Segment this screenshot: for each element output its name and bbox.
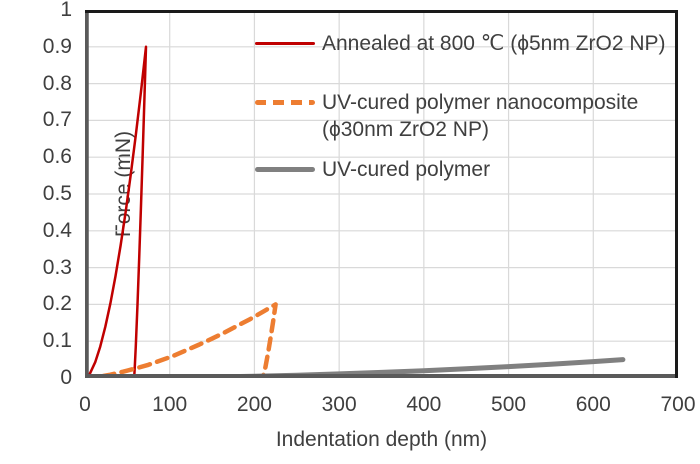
y-tick-label-0.2: 0.2	[42, 292, 72, 316]
legend-swatch-gray-line	[255, 167, 315, 172]
legend-item-nanocomposite: UV-cured polymer nanocomposite (ϕ30nm Zr…	[255, 89, 638, 143]
legend-label-nanocomposite-line2: (ϕ30nm ZrO2 NP)	[322, 118, 489, 141]
y-tick-label-0.5: 0.5	[42, 182, 72, 205]
x-tick-label-0: 0	[79, 393, 91, 416]
legend-label-annealed: Annealed at 800 ℃ (ϕ5nm ZrO2 NP)	[322, 32, 666, 55]
legend-item-polymer: UV-cured polymer	[255, 156, 490, 183]
x-tick-label-300: 300	[321, 393, 357, 416]
y-tick-label-0.6: 0.6	[42, 145, 72, 169]
series-line-1	[85, 302, 278, 378]
y-tick-label-0.3: 0.3	[42, 255, 72, 279]
legend-swatch-red-line	[255, 42, 315, 45]
x-axis-title: Indentation depth (nm)	[275, 428, 488, 451]
series-line-0	[85, 45, 148, 378]
y-tick-label-0.1: 0.1	[42, 329, 72, 353]
plot-area	[85, 10, 678, 378]
x-tick-label-700: 700	[660, 393, 696, 416]
x-tick-label-200: 200	[236, 393, 272, 416]
x-tick-label-600: 600	[575, 393, 611, 416]
y-tick-label-1: 1	[60, 0, 72, 21]
legend-label-polymer: UV-cured polymer	[322, 158, 491, 181]
legend-item-annealed: Annealed at 800 ℃ (ϕ5nm ZrO2 NP)	[255, 30, 666, 57]
y-tick-label-0.7: 0.7	[42, 108, 72, 132]
axis-lines	[85, 10, 678, 378]
y-tick-label-0.8: 0.8	[42, 71, 72, 95]
legend-swatch-orange-dashed-line	[255, 100, 315, 105]
plot-canvas	[85, 10, 678, 378]
y-tick-label-0: 0	[60, 366, 72, 389]
legend-label-nanocomposite-line1: UV-cured polymer nanocomposite	[322, 91, 639, 114]
x-tick-label-500: 500	[491, 393, 527, 416]
plot-border	[85, 10, 678, 378]
y-tick-label-0.9: 0.9	[42, 34, 72, 58]
x-tick-label-400: 400	[406, 393, 442, 416]
y-tick-label-0.4: 0.4	[42, 218, 72, 242]
x-tick-label-100: 100	[152, 393, 188, 416]
